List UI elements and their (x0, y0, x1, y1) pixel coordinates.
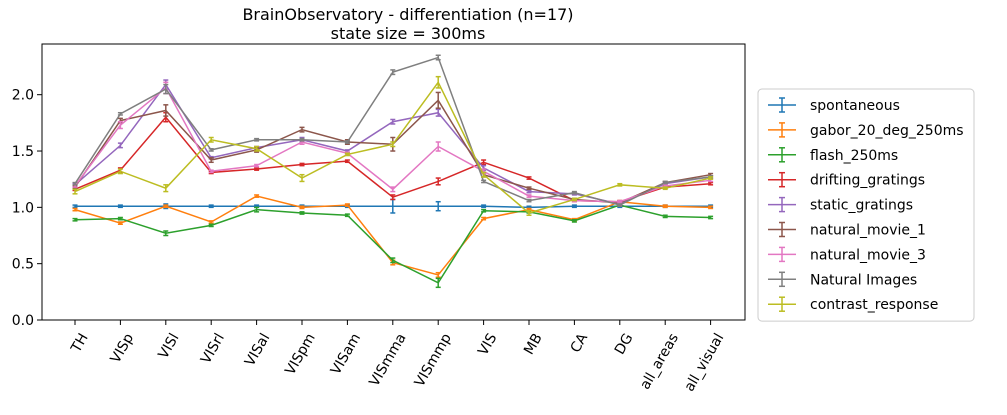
legend-label: gabor_20_deg_250ms (810, 123, 964, 139)
y-tick-label: 1.0 (12, 200, 34, 216)
x-tick-label: VIS (475, 331, 500, 359)
legend-entry: drifting_gratings (768, 171, 925, 189)
axes-frame (41, 43, 746, 321)
legend-label: drifting_gratings (810, 173, 925, 189)
legend-entry: spontaneous (768, 97, 900, 114)
x-tick-label: VISl (155, 331, 182, 362)
legend-entry: gabor_20_deg_250ms (768, 122, 964, 139)
legend-label: natural_movie_1 (810, 223, 926, 239)
legend-entry: flash_250ms (768, 147, 898, 164)
y-tick-label: 1.5 (12, 144, 34, 160)
legend-entry: natural_movie_3 (768, 246, 926, 263)
x-tick-label: VISpm (282, 331, 318, 378)
series-natural-images (72, 54, 714, 207)
x-tick-label: all_areas (637, 331, 682, 393)
x-tick-label: VISrl (198, 331, 228, 367)
x-tick-label: MB (521, 331, 546, 358)
legend-box (757, 88, 975, 322)
y-tick-label: 2.0 (12, 88, 34, 104)
legend-label: Natural Images (810, 272, 917, 288)
x-tick-label: CA (568, 330, 592, 355)
legend-label: flash_250ms (810, 148, 898, 164)
legend-entry: static_gratings (768, 196, 913, 214)
chart-title: BrainObservatory - differentiation (n=17… (242, 5, 573, 24)
legend-entry: natural_movie_1 (768, 221, 926, 239)
legend-label: spontaneous (810, 98, 900, 114)
legend-label: contrast_response (810, 297, 938, 313)
legend-label: static_gratings (810, 198, 913, 214)
chart-subtitle: state size = 300ms (331, 24, 486, 43)
x-tick-label: DG (612, 331, 637, 358)
series-flash-250ms (72, 203, 714, 289)
legend: spontaneous gabor_20_deg_250ms flash_250ms… (757, 88, 975, 322)
y-tick-label: 0.5 (12, 257, 34, 273)
legend-label: natural_movie_3 (810, 247, 926, 263)
plot-area: 0.0 0.5 1.0 1.5 2.0 TH VISp VISl VISrl VISal VISpm… (12, 43, 746, 395)
series-contrast-response (72, 75, 714, 216)
legend-entry: contrast_response (768, 296, 938, 313)
x-tick-label: TH (68, 331, 92, 356)
y-tick-label: 0.0 (12, 313, 34, 329)
x-tick-label: VISmmp (412, 331, 455, 390)
x-tick-label: VISmma (366, 331, 409, 390)
x-tick-label: VISp (108, 331, 138, 366)
x-tick-label: VISal (242, 331, 273, 369)
x-tick-label: VISam (328, 331, 364, 378)
x-tick-label: all_visual (681, 331, 727, 395)
legend-entry: Natural Images (768, 271, 917, 288)
series-line (74, 204, 711, 284)
